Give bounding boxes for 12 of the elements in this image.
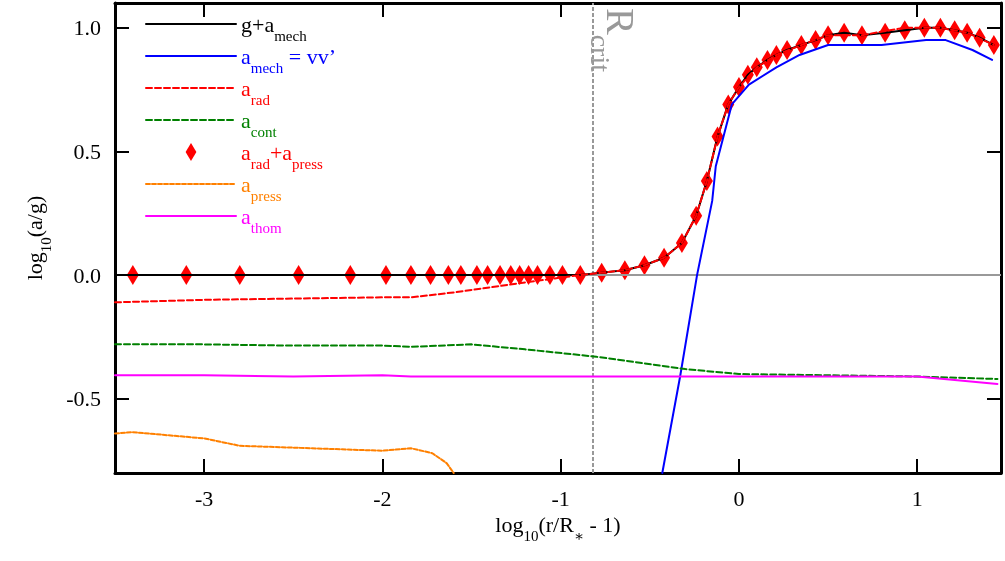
line-series xyxy=(114,343,999,380)
x-tick-label: -3 xyxy=(194,485,214,511)
y-tick-label: -0.5 xyxy=(66,386,101,412)
x-tick-label: 1 xyxy=(911,485,923,511)
x-tick-label: -1 xyxy=(551,485,570,511)
line-series xyxy=(114,431,455,474)
y-tick-label: 0.0 xyxy=(73,262,101,288)
y-tick-label: 0.5 xyxy=(73,138,101,164)
x-tick-label: -2 xyxy=(373,485,392,511)
x-tick-label: 0 xyxy=(733,485,745,511)
y-axis-title: log10(a/g) xyxy=(21,195,54,281)
y-tick-label: 1.0 xyxy=(73,15,101,41)
